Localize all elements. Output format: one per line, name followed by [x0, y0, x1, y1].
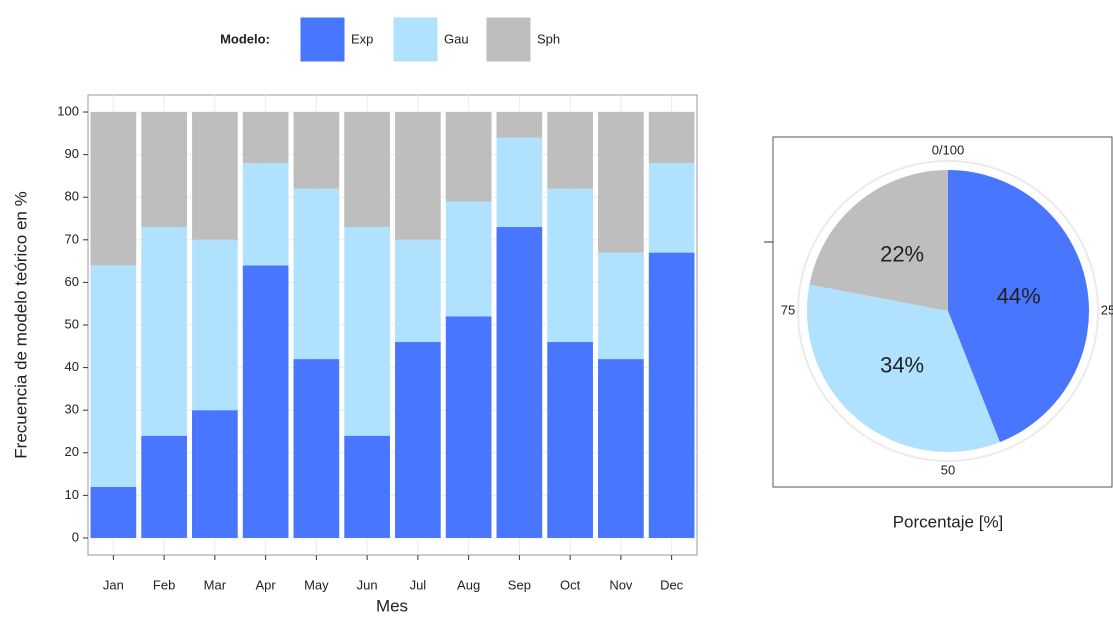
pie-slice: [809, 170, 948, 311]
y-tick-label: 0: [72, 529, 79, 544]
bar-segment: [293, 188, 340, 360]
bar-segment: [141, 112, 187, 228]
x-tick-label: Apr: [256, 577, 277, 592]
bar-segment: [496, 112, 543, 138]
legend-swatch: [299, 16, 346, 63]
y-axis-label: Frecuencia de modelo teórico en %: [11, 191, 30, 458]
bar-segment: [648, 112, 695, 164]
bar-segment: [192, 112, 238, 240]
theta-tick-label: 25: [1101, 302, 1113, 317]
bar-segment: [395, 342, 441, 538]
bar-segment: [598, 252, 644, 360]
y-tick-label: 20: [65, 444, 79, 459]
y-tick-label: 30: [65, 402, 79, 417]
bar-segment: [141, 435, 187, 538]
bar-segment: [395, 112, 441, 240]
x-tick-label: Nov: [609, 577, 633, 592]
y-tick-label: 50: [65, 316, 79, 331]
x-axis-label: Mes: [376, 596, 408, 615]
bar-segment: [344, 112, 390, 228]
bar-segment: [445, 112, 492, 202]
bar-segment: [242, 265, 289, 538]
legend-swatch: [392, 16, 439, 63]
y-tick-label: 100: [57, 103, 79, 118]
bar-segment: [547, 342, 593, 538]
bar-segment: [445, 201, 492, 317]
bar-segment: [192, 410, 238, 538]
bar-segment: [496, 137, 543, 228]
bar-segment: [242, 112, 289, 164]
bar-segment: [242, 163, 289, 266]
legend-title: Modelo:: [220, 31, 270, 46]
y-tick-label: 90: [65, 146, 79, 161]
theta-tick-label: 0/100: [932, 142, 965, 157]
legend-label: Exp: [351, 31, 373, 46]
bar-segment: [344, 227, 390, 436]
pie-slice: [807, 284, 1000, 453]
x-tick-label: Aug: [457, 577, 480, 592]
bar-segment: [648, 252, 695, 538]
bar-segment: [445, 316, 492, 538]
legend-swatch: [485, 16, 532, 63]
y-tick-label: 10: [65, 487, 79, 502]
bar-segment: [344, 435, 390, 538]
legend-label: Sph: [537, 31, 560, 46]
bar-segment: [598, 359, 644, 538]
x-tick-label: Jun: [357, 577, 378, 592]
bar-segment: [293, 112, 340, 189]
bar-segment: [90, 486, 137, 538]
bar-segment: [141, 227, 187, 436]
bar-segment: [648, 163, 695, 253]
grid-circle: [797, 160, 1099, 462]
y-tick-label: 80: [65, 189, 79, 204]
y-tick-label: 70: [65, 231, 79, 246]
theta-tick-label: 50: [941, 462, 955, 477]
bar-segment: [395, 239, 441, 343]
bar-segment: [598, 112, 644, 253]
bar-segment: [547, 188, 593, 343]
bar-segment: [90, 112, 137, 266]
data-label: 22%: [880, 241, 924, 266]
x-tick-label: Oct: [560, 577, 581, 592]
bar-segment: [90, 265, 137, 487]
bar-segment: [496, 227, 543, 538]
x-tick-label: Mar: [204, 577, 227, 592]
bar-segment: [293, 359, 340, 538]
bar-segment: [547, 112, 593, 189]
x-tick-label: Dec: [660, 577, 684, 592]
x-tick-label: Sep: [508, 577, 531, 592]
pie-slice: [948, 170, 1089, 443]
legend-label: Gau: [444, 31, 469, 46]
x-tick-label: Feb: [153, 577, 175, 592]
y-tick-label: 60: [65, 274, 79, 289]
x-tick-label: Jul: [410, 577, 427, 592]
y-tick-label: 40: [65, 359, 79, 374]
x-axis-label: Porcentaje [%]: [893, 512, 1004, 531]
data-label: 34%: [880, 352, 924, 377]
theta-tick-label: 75: [781, 302, 795, 317]
data-label: 44%: [997, 283, 1041, 308]
x-tick-label: Jan: [103, 577, 124, 592]
x-tick-label: May: [304, 577, 329, 592]
bar-segment: [192, 239, 238, 411]
